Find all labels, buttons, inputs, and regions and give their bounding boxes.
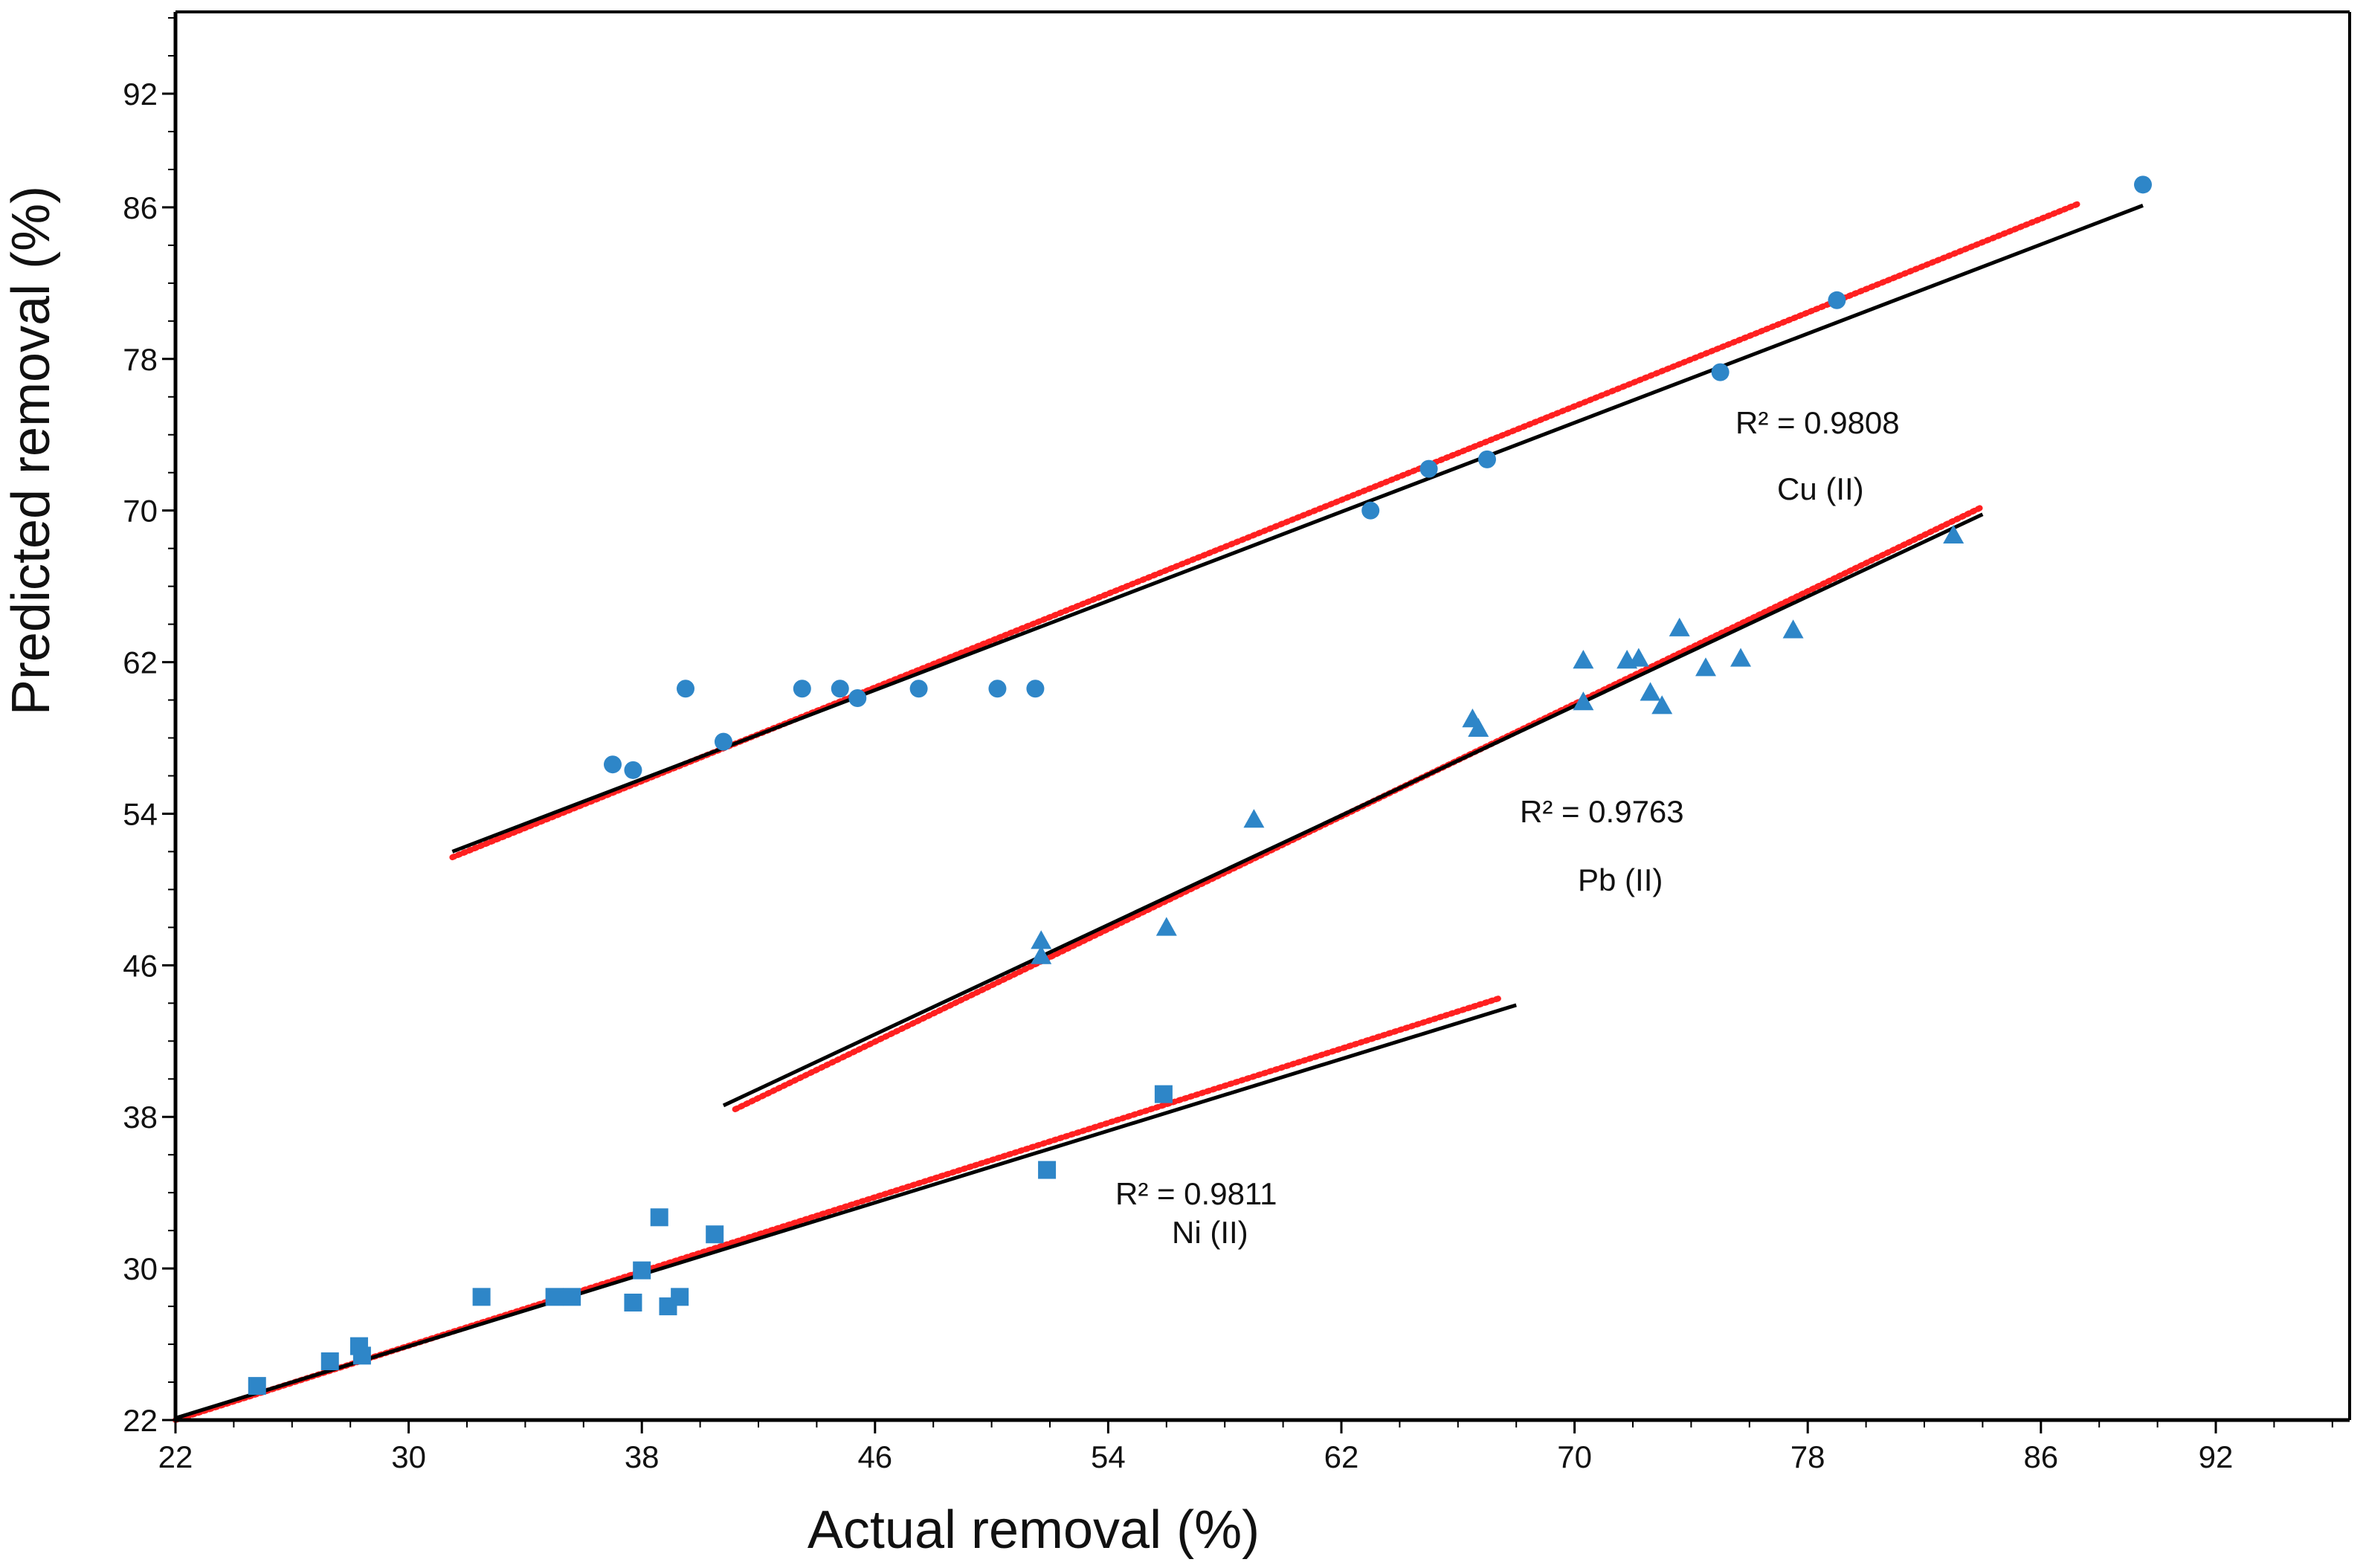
ni-point [1154, 1085, 1173, 1103]
x-tick-label: 70 [1557, 1439, 1592, 1474]
cu-point [677, 680, 694, 698]
ni-point [563, 1288, 581, 1306]
y-tick-label: 22 [123, 1403, 158, 1438]
pb-fit-line [722, 512, 1984, 1108]
y-tick-label: 54 [123, 796, 158, 831]
pb-point [1468, 717, 1489, 737]
cu-point [909, 680, 928, 698]
pb-point [1031, 930, 1052, 949]
pb-series-label: Pb (II) [1578, 862, 1663, 897]
ni-point [352, 1346, 371, 1365]
pb-r2-label: R² = 0.9763 [1520, 794, 1684, 829]
cu-point [714, 732, 732, 751]
pb-point [1695, 657, 1716, 677]
ni-r2-label: R² = 0.9811 [1115, 1176, 1277, 1211]
y-tick-label: 30 [123, 1251, 158, 1286]
x-tick-label: 54 [1091, 1439, 1126, 1474]
cu-point [1711, 363, 1730, 381]
pb-point [1031, 945, 1052, 964]
pb-point [1573, 650, 1594, 669]
y-tick-label: 92 [123, 77, 158, 112]
y-tick-label: 86 [123, 190, 158, 225]
x-axis-title: Actual removal (%) [808, 1500, 1260, 1560]
pb-point [1640, 682, 1661, 701]
x-tick-label: 78 [1790, 1439, 1825, 1474]
pb-point [1943, 524, 1964, 544]
cu-fit-line [451, 204, 2144, 854]
ni-point [320, 1352, 339, 1370]
ni-point [650, 1208, 668, 1227]
ni-point [633, 1261, 651, 1280]
cu-point [2134, 175, 2152, 194]
cu-point [1478, 450, 1496, 468]
x-tick-label: 38 [625, 1439, 660, 1474]
pb-point [1628, 648, 1649, 667]
cu-point [624, 761, 642, 779]
pb-point [1651, 695, 1673, 714]
ni-series-label: Ni (II) [1172, 1215, 1248, 1250]
ni-point [1038, 1161, 1057, 1179]
y-tick-label: 38 [123, 1100, 158, 1135]
cu-point [831, 680, 849, 698]
cu-point [1026, 680, 1045, 698]
pb-point [1573, 691, 1594, 711]
y-tick-label: 46 [123, 948, 158, 983]
pb-point [1782, 619, 1804, 639]
x-tick-label: 62 [1324, 1439, 1359, 1474]
ni-point [706, 1225, 724, 1244]
pb-point [1669, 617, 1690, 636]
x-tick-label: 86 [2023, 1439, 2058, 1474]
cu-point [1828, 291, 1846, 309]
cu-point [1361, 501, 1380, 520]
cu-series-label: Cu (II) [1777, 471, 1864, 506]
x-tick-label: 92 [2199, 1439, 2234, 1474]
y-tick-label: 78 [123, 342, 158, 377]
cu-point [793, 680, 811, 698]
ni-point [545, 1288, 564, 1306]
pb-point [1155, 917, 1177, 936]
ticks-layer: 22 30 38 46 54 62 70 78 86 92 22 30 38 46 54 62 70 78 86 92 [123, 17, 2333, 1474]
cu-point [604, 755, 622, 774]
frame-layer [173, 10, 2351, 1422]
ni-point [624, 1293, 642, 1311]
x-tick-label: 30 [391, 1439, 426, 1474]
ni-point [472, 1288, 491, 1306]
cu-point [988, 680, 1007, 698]
x-tick-label: 46 [857, 1439, 892, 1474]
ni-point [671, 1288, 689, 1306]
y-tick-label: 62 [123, 645, 158, 680]
cu-r2-label: R² = 0.9808 [1735, 405, 1900, 440]
pb-point [1730, 648, 1752, 667]
x-tick-label: 22 [158, 1439, 193, 1474]
pb-point [1243, 809, 1265, 828]
cu-point [1419, 459, 1438, 478]
cu-point [848, 688, 867, 707]
y-axis-title: Predicted removal (%) [1, 186, 61, 715]
ni-point [248, 1377, 266, 1396]
ni-fit-line [175, 1003, 1517, 1420]
marks-layer [173, 175, 2152, 1423]
y-tick-label: 70 [123, 494, 158, 529]
